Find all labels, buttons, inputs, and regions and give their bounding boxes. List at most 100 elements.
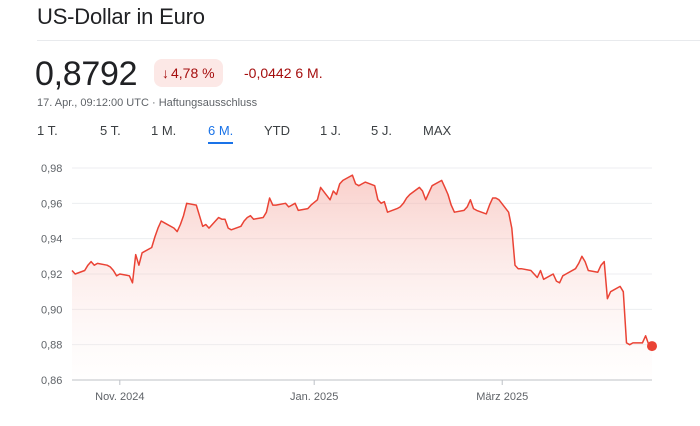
data-point bbox=[597, 271, 599, 273]
data-point bbox=[252, 218, 254, 220]
data-point bbox=[428, 192, 430, 194]
header-divider bbox=[37, 40, 700, 41]
data-point bbox=[217, 216, 219, 218]
data-point bbox=[157, 227, 159, 229]
data-point bbox=[581, 255, 583, 257]
range-tab-5-t[interactable]: 5 T. bbox=[100, 123, 121, 138]
current-value-dot bbox=[647, 341, 657, 352]
data-point bbox=[533, 273, 535, 275]
range-tab-5-j[interactable]: 5 J. bbox=[371, 123, 392, 138]
range-tab-1-m[interactable]: 1 M. bbox=[151, 123, 177, 138]
data-point bbox=[106, 264, 108, 266]
data-point bbox=[603, 260, 605, 262]
data-point bbox=[227, 227, 229, 229]
data-point bbox=[354, 183, 356, 185]
range-tab-ytd[interactable]: YTD bbox=[264, 123, 290, 138]
data-point bbox=[186, 202, 188, 204]
x-tick-label: Jan. 2025 bbox=[290, 391, 338, 403]
data-point bbox=[405, 197, 407, 199]
y-tick-label: 0,90 bbox=[41, 304, 62, 316]
data-point bbox=[498, 199, 500, 201]
data-point bbox=[380, 202, 382, 204]
data-point bbox=[447, 193, 449, 195]
x-tick-label: Nov. 2024 bbox=[95, 391, 144, 403]
data-point bbox=[472, 207, 474, 209]
y-tick-label: 0,98 bbox=[41, 163, 62, 175]
data-point bbox=[294, 202, 296, 204]
range-tab-6-m[interactable]: 6 M. bbox=[208, 121, 234, 144]
data-point bbox=[205, 223, 207, 225]
data-point bbox=[240, 225, 242, 227]
data-point bbox=[578, 262, 580, 264]
data-point bbox=[335, 193, 337, 195]
data-point bbox=[629, 344, 631, 346]
data-point bbox=[262, 216, 264, 218]
data-point bbox=[361, 183, 363, 185]
data-point bbox=[160, 220, 162, 222]
data-point bbox=[495, 197, 497, 199]
data-point bbox=[208, 227, 210, 229]
data-point bbox=[332, 190, 334, 192]
data-point bbox=[374, 185, 376, 187]
data-point bbox=[466, 206, 468, 208]
data-point bbox=[339, 183, 341, 185]
data-point bbox=[284, 202, 286, 204]
data-point bbox=[163, 222, 165, 224]
quote-meta: 17. Apr., 09:12:00 UTC · Haftungsausschl… bbox=[37, 97, 257, 109]
arrow-down-icon: ↓ bbox=[162, 65, 169, 81]
data-point bbox=[154, 236, 156, 238]
data-point bbox=[138, 264, 140, 266]
data-point bbox=[587, 269, 589, 271]
data-point bbox=[115, 275, 117, 277]
data-point bbox=[202, 225, 204, 227]
data-point bbox=[511, 227, 513, 229]
data-point bbox=[364, 181, 366, 183]
change-absolute: -0,0442 6 M. bbox=[244, 65, 323, 81]
disclaimer-link[interactable]: Haftungsausschluss bbox=[158, 97, 258, 109]
data-point bbox=[409, 193, 411, 195]
data-point bbox=[622, 291, 624, 293]
data-point bbox=[619, 285, 621, 287]
range-tab-1-t[interactable]: 1 T. bbox=[37, 123, 58, 138]
data-point bbox=[351, 174, 353, 176]
data-point bbox=[644, 335, 646, 337]
data-point bbox=[128, 275, 130, 277]
data-point bbox=[396, 207, 398, 209]
data-point bbox=[329, 199, 331, 201]
data-point bbox=[135, 253, 137, 255]
data-point bbox=[90, 260, 92, 262]
data-point bbox=[221, 218, 223, 220]
range-tab-max[interactable]: MAX bbox=[423, 123, 452, 138]
data-point bbox=[463, 209, 465, 211]
data-point bbox=[358, 185, 360, 187]
data-point bbox=[399, 206, 401, 208]
data-point bbox=[450, 204, 452, 206]
current-price: 0,8792 bbox=[35, 55, 138, 93]
data-point bbox=[265, 211, 267, 213]
data-point bbox=[342, 179, 344, 181]
data-point bbox=[84, 269, 86, 271]
data-point bbox=[444, 186, 446, 188]
data-point bbox=[425, 199, 427, 201]
x-tick-label: März 2025 bbox=[476, 391, 528, 403]
data-point bbox=[514, 264, 516, 266]
data-point bbox=[421, 190, 423, 192]
y-tick-label: 0,86 bbox=[41, 375, 62, 387]
series-line bbox=[71, 174, 653, 347]
data-point bbox=[476, 209, 478, 211]
data-point bbox=[182, 215, 184, 217]
data-point bbox=[109, 266, 111, 268]
series-area bbox=[72, 175, 652, 380]
data-point bbox=[179, 223, 181, 225]
data-point bbox=[297, 209, 299, 211]
data-point bbox=[316, 199, 318, 201]
data-point bbox=[119, 273, 121, 275]
data-point bbox=[87, 264, 89, 266]
data-point bbox=[249, 215, 251, 217]
data-point bbox=[469, 199, 471, 201]
data-point bbox=[151, 246, 153, 248]
change-percent-badge: ↓ 4,78 % bbox=[154, 59, 223, 87]
data-point bbox=[319, 186, 321, 188]
range-tab-1-j[interactable]: 1 J. bbox=[320, 123, 341, 138]
